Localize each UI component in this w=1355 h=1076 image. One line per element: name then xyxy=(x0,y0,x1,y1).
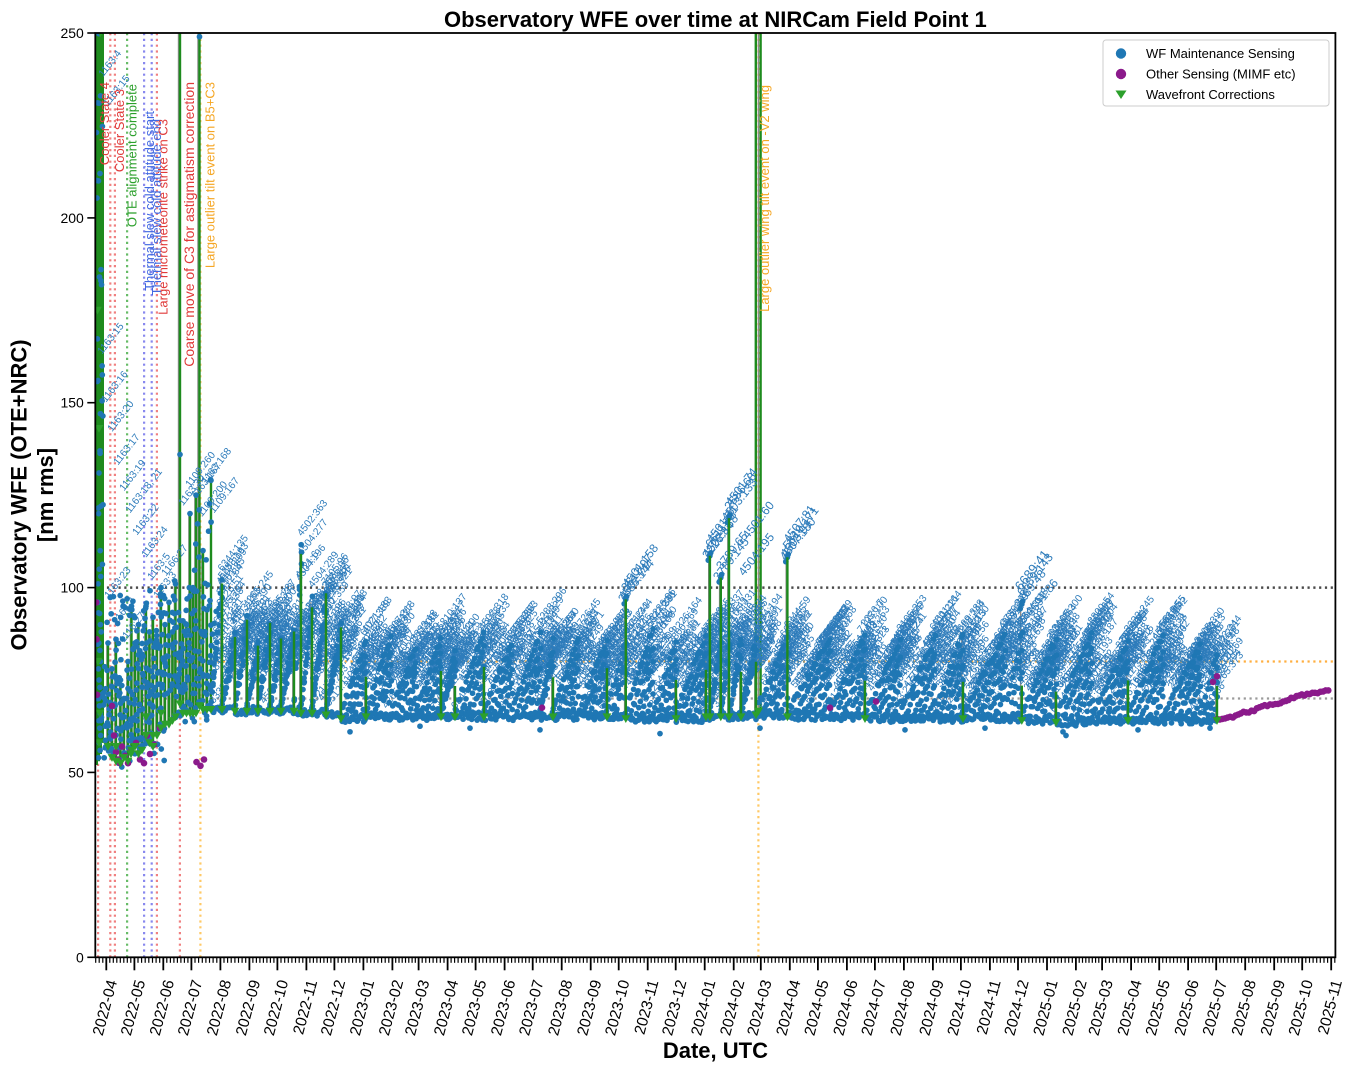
svg-text:Observatory WFE (OTE+NRC): Observatory WFE (OTE+NRC) xyxy=(7,339,32,650)
svg-text:Date, UTC: Date, UTC xyxy=(663,1038,768,1063)
svg-text:50: 50 xyxy=(68,764,84,780)
svg-text:Observatory WFE over time at N: Observatory WFE over time at NIRCam Fiel… xyxy=(444,7,987,32)
svg-text:OTE alignment complete: OTE alignment complete xyxy=(125,84,140,227)
svg-text:200: 200 xyxy=(60,210,84,226)
svg-text:Large outlier wing tilt event: Large outlier wing tilt event on -V2 win… xyxy=(757,85,772,312)
svg-text:Wavefront Corrections: Wavefront Corrections xyxy=(1146,87,1275,102)
svg-text:Other Sensing (MIMF etc): Other Sensing (MIMF etc) xyxy=(1146,67,1296,82)
svg-text:Coarse move of C3 for astigmat: Coarse move of C3 for astigmatism correc… xyxy=(181,82,197,367)
svg-text:100: 100 xyxy=(60,580,84,596)
svg-text:150: 150 xyxy=(60,395,84,411)
svg-text:Large outlier tilt event on B5: Large outlier tilt event on B5+C3 xyxy=(203,82,218,268)
svg-text:0: 0 xyxy=(76,949,84,965)
svg-text:250: 250 xyxy=(60,25,84,41)
svg-text:[nm rms]: [nm rms] xyxy=(33,448,58,542)
svg-text:Large micrometeorite strike on: Large micrometeorite strike on C3 xyxy=(156,119,171,315)
svg-text:WF Maintenance Sensing: WF Maintenance Sensing xyxy=(1146,46,1295,61)
svg-text:Cooler State 4: Cooler State 4 xyxy=(97,82,112,165)
